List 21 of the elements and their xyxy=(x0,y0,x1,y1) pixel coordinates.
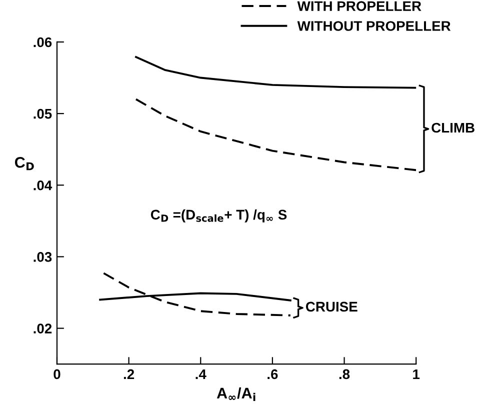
line-series xyxy=(102,272,292,316)
x-tick-label: .6 xyxy=(268,369,278,380)
x-tick-label: .8 xyxy=(339,369,350,380)
y-tick-label: .04 xyxy=(34,180,52,190)
legend-label: WITH PROPELLER xyxy=(297,1,422,12)
text: CLIMB xyxy=(432,122,474,133)
y-tick-label: .03 xyxy=(34,252,52,262)
y-tick-label: .02 xyxy=(34,324,52,334)
y-tick-label: .06 xyxy=(34,37,52,48)
x-tick-label: .2 xyxy=(124,369,134,380)
x-axis-title: A$_{∞}$/A$_{i}$ xyxy=(216,387,256,401)
annotation: C$_{D}$ =(D$_{scale}$+ T) /q$_{∞}$ S xyxy=(150,209,287,222)
annotation: CRUISE xyxy=(306,302,358,312)
x-tick-label: 1 xyxy=(413,369,420,380)
line-series xyxy=(135,56,416,89)
x-tick-label: .4 xyxy=(196,369,206,380)
x-tick-label: 0 xyxy=(54,369,60,380)
line-series xyxy=(135,98,416,172)
legend-label: WITHOUT PROPELLER xyxy=(297,21,451,31)
y-tick-label: .05 xyxy=(34,108,52,119)
y-axis-title: C$_{D}$ xyxy=(14,156,34,170)
